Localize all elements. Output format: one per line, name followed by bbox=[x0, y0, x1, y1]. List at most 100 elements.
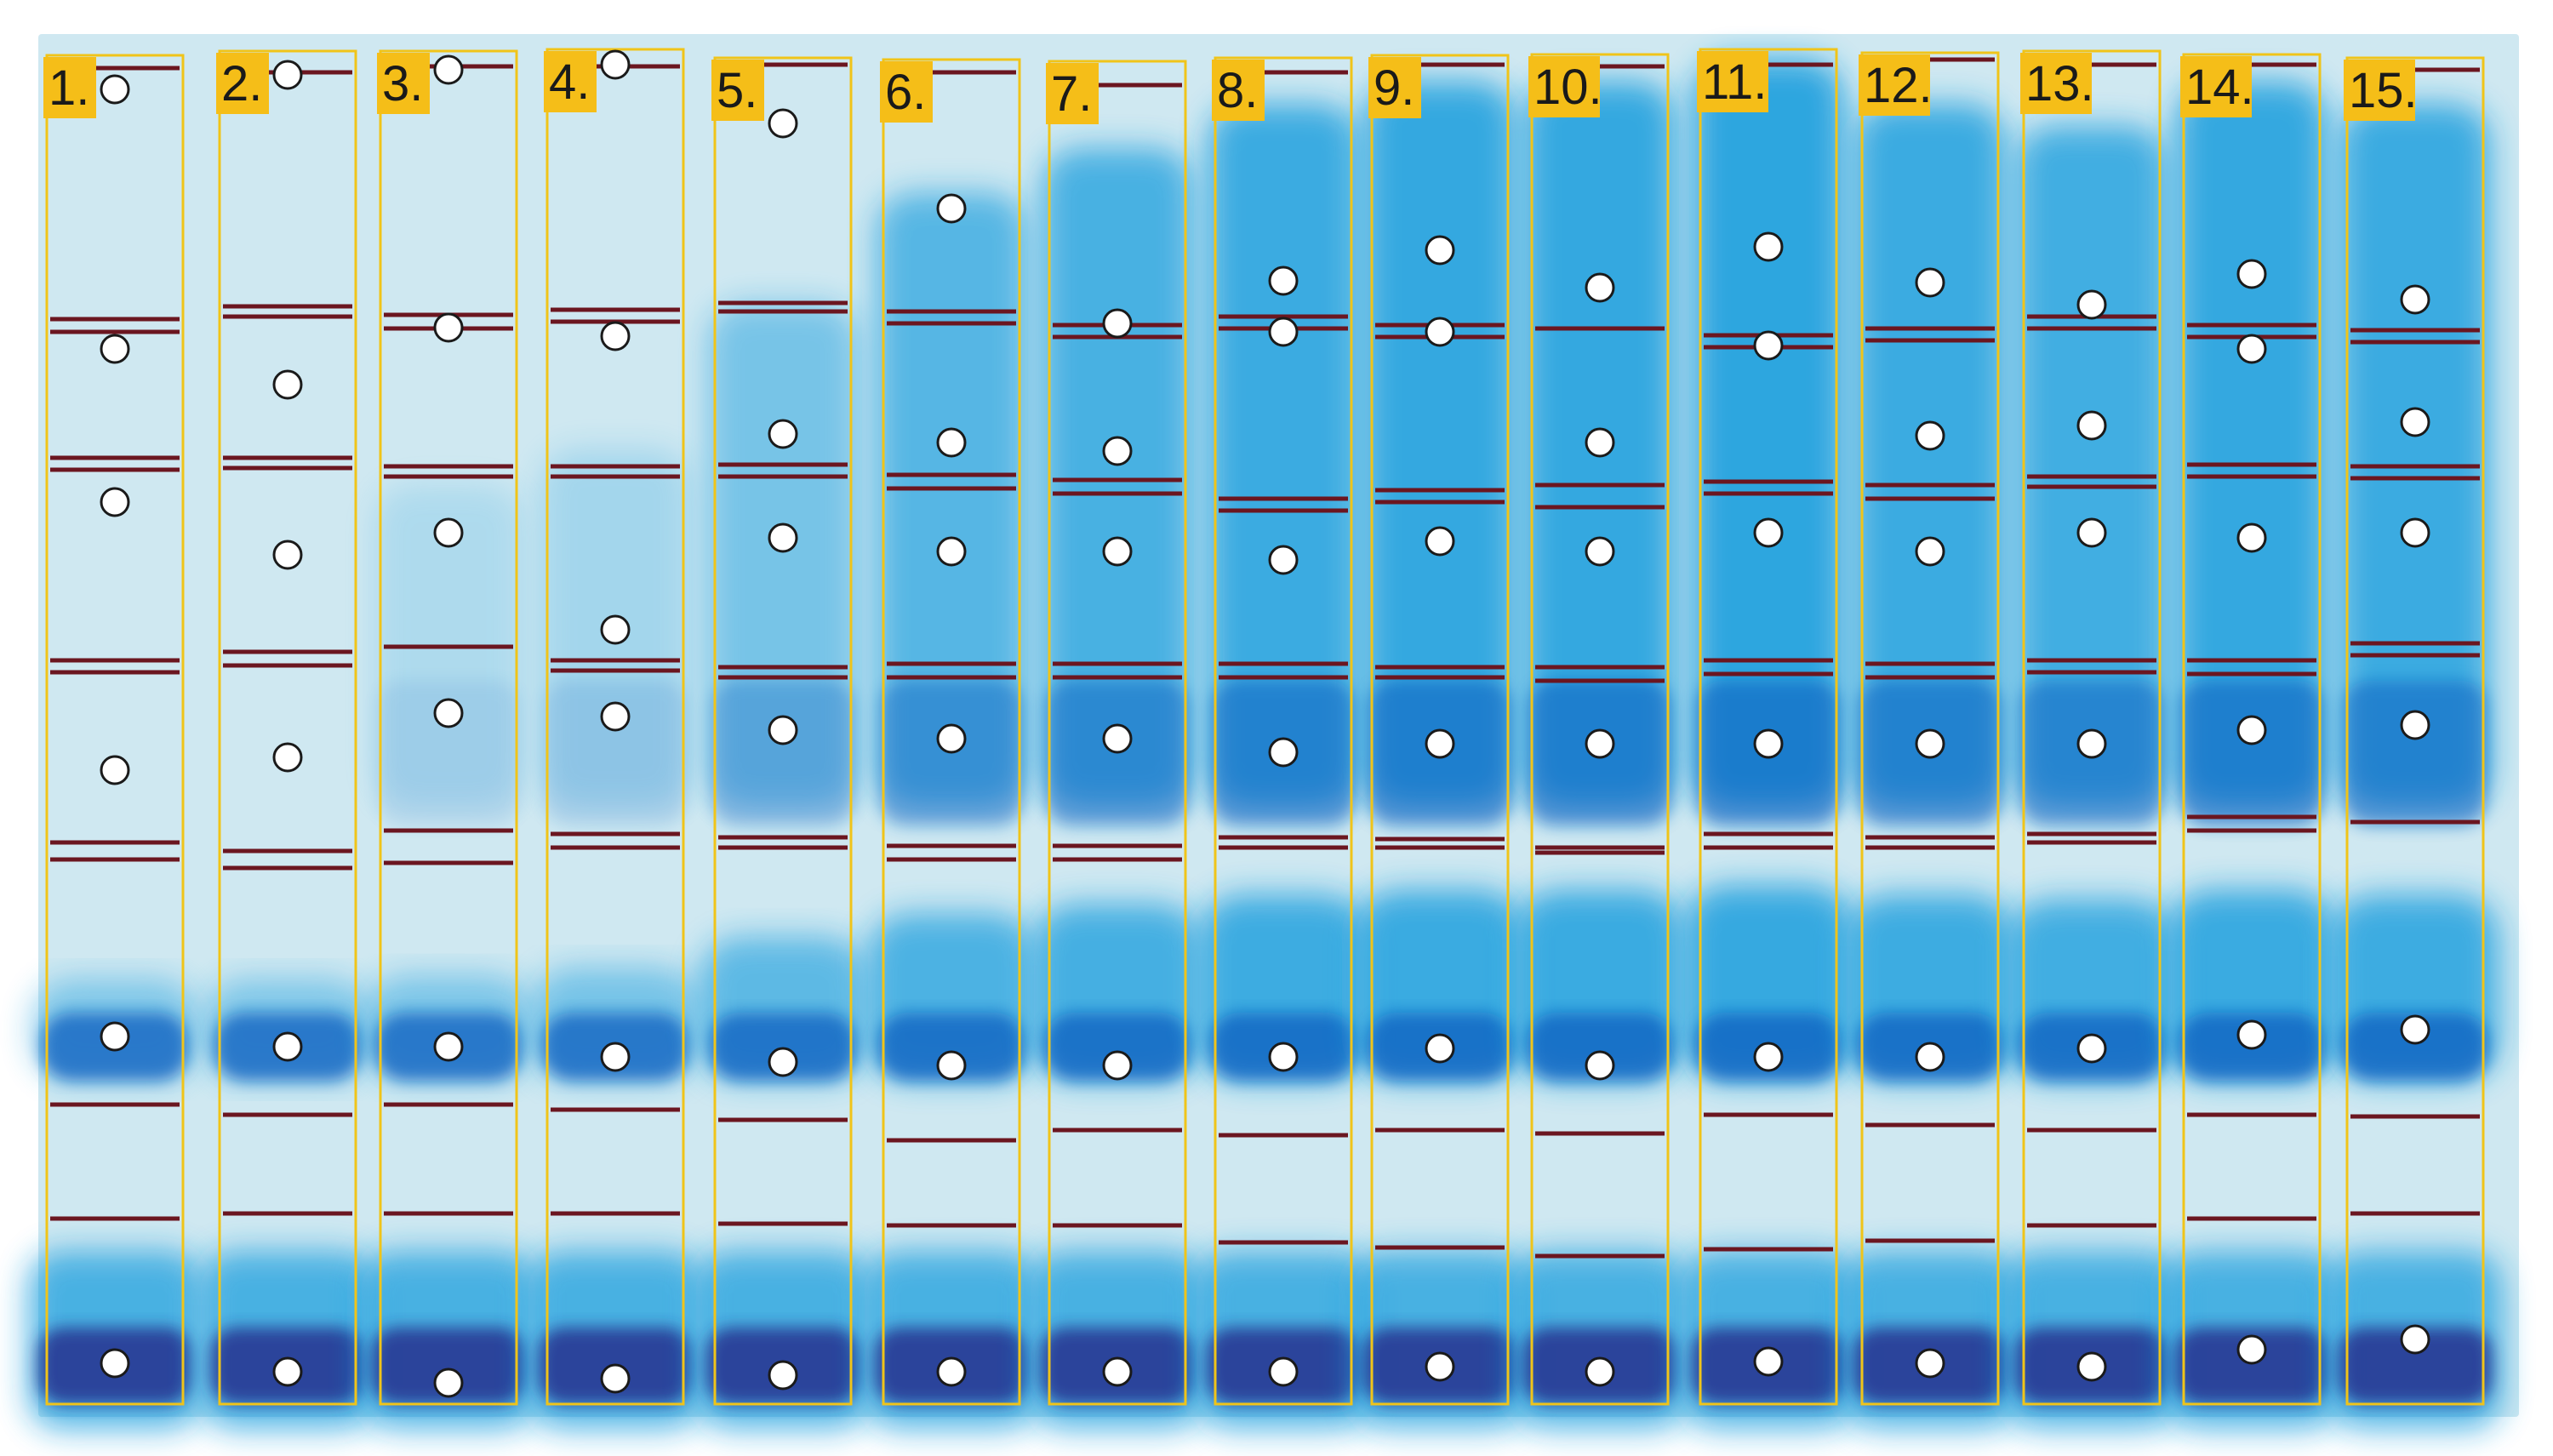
band-marker bbox=[600, 1363, 631, 1394]
lane-outline bbox=[1048, 60, 1187, 1406]
band-marker bbox=[272, 1356, 303, 1387]
gel-lane: 9. bbox=[1368, 54, 1510, 1406]
band-marker bbox=[1585, 728, 1615, 759]
lane-outline bbox=[2345, 56, 2485, 1406]
lane-label: 11. bbox=[1702, 54, 1767, 110]
band-marker bbox=[1585, 272, 1615, 303]
band-marker bbox=[1425, 1351, 1455, 1382]
band-marker bbox=[1102, 436, 1133, 466]
band-marker bbox=[2236, 259, 2267, 289]
band-marker bbox=[1915, 1348, 1945, 1379]
lane-label-box bbox=[377, 53, 430, 114]
band-marker bbox=[1268, 545, 1299, 575]
band-marker bbox=[2400, 407, 2430, 437]
band-marker bbox=[768, 522, 798, 553]
band-marker bbox=[100, 74, 130, 105]
lane-label: 5. bbox=[717, 63, 757, 118]
band-marker bbox=[1753, 1042, 1784, 1072]
lane-label-box bbox=[216, 53, 269, 114]
band-marker bbox=[2076, 728, 2107, 759]
band-marker bbox=[2076, 410, 2107, 441]
lane-outline bbox=[882, 58, 1021, 1406]
lane-label-box bbox=[1859, 54, 1930, 116]
band-marker bbox=[1915, 420, 1945, 451]
gel-lane: 4. bbox=[544, 48, 685, 1406]
band-marker bbox=[1268, 266, 1299, 296]
band-marker bbox=[433, 1367, 464, 1398]
band-marker bbox=[600, 614, 631, 645]
lane-label: 6. bbox=[885, 65, 926, 120]
lane-label: 4. bbox=[549, 54, 590, 110]
band-marker bbox=[936, 1356, 967, 1387]
band-marker bbox=[2400, 284, 2430, 315]
lane-outline bbox=[45, 54, 185, 1406]
band-marker bbox=[1753, 517, 1784, 548]
band-marker bbox=[768, 108, 798, 139]
band-marker bbox=[600, 701, 631, 732]
band-marker bbox=[1915, 1042, 1945, 1072]
lane-label-box bbox=[43, 57, 96, 118]
band-marker bbox=[1915, 267, 1945, 298]
band-marker bbox=[1425, 1033, 1455, 1064]
lane-label: 3. bbox=[382, 56, 423, 111]
band-marker bbox=[433, 698, 464, 728]
band-marker bbox=[768, 715, 798, 745]
band-marker bbox=[1268, 1042, 1299, 1072]
gel-lane: 12. bbox=[1859, 51, 2000, 1406]
gel-lane: 1. bbox=[43, 54, 185, 1406]
band-marker bbox=[600, 49, 631, 80]
lane-outline bbox=[218, 49, 357, 1406]
stain-layer bbox=[28, 60, 2502, 1430]
gel-lane: 10. bbox=[1528, 53, 1670, 1406]
band-marker bbox=[1753, 231, 1784, 262]
gel-lane: 11. bbox=[1697, 48, 1838, 1406]
band-marker bbox=[2400, 1324, 2430, 1355]
lane-label: 13. bbox=[2025, 56, 2094, 111]
lane-label: 1. bbox=[49, 60, 89, 116]
band-marker bbox=[1102, 536, 1133, 567]
lane-label: 8. bbox=[1217, 63, 1258, 118]
lane-outline bbox=[1699, 48, 1838, 1406]
band-marker bbox=[2236, 522, 2267, 553]
band-marker bbox=[100, 487, 130, 517]
lane-outline bbox=[713, 56, 853, 1406]
band-marker bbox=[1268, 1356, 1299, 1387]
lane-outline bbox=[545, 48, 685, 1406]
band-marker bbox=[600, 1042, 631, 1072]
lane-outline bbox=[1214, 56, 1353, 1406]
band-marker bbox=[2400, 517, 2430, 548]
band-marker bbox=[1425, 235, 1455, 266]
lane-label-box bbox=[711, 60, 764, 121]
lane-outline bbox=[1530, 53, 1670, 1406]
band-marker bbox=[1753, 1346, 1784, 1377]
band-marker bbox=[1585, 427, 1615, 458]
band-marker bbox=[1425, 728, 1455, 759]
lane-label: 10. bbox=[1534, 60, 1602, 115]
lane-label: 14. bbox=[2185, 60, 2254, 115]
gel-lane: 14. bbox=[2180, 53, 2322, 1406]
band-marker bbox=[272, 742, 303, 773]
band-marker bbox=[1102, 1050, 1133, 1081]
band-marker bbox=[2076, 289, 2107, 320]
gel-lane: 2. bbox=[216, 49, 357, 1406]
band-marker bbox=[1753, 330, 1784, 361]
band-marker bbox=[2400, 710, 2430, 740]
band-marker bbox=[2076, 1351, 2107, 1382]
band-marker bbox=[2236, 1019, 2267, 1050]
band-marker bbox=[1585, 1356, 1615, 1387]
gel-lane: 6. bbox=[880, 58, 1021, 1406]
band-marker bbox=[1753, 728, 1784, 759]
lane-label-box bbox=[1528, 56, 1600, 117]
lane-label-box bbox=[1697, 51, 1768, 112]
band-marker bbox=[272, 1031, 303, 1062]
band-marker bbox=[1915, 728, 1945, 759]
lane-label: 9. bbox=[1374, 60, 1414, 116]
band-marker bbox=[1425, 526, 1455, 557]
gel-lane: 15. bbox=[2344, 56, 2485, 1406]
lane-label-box bbox=[1212, 60, 1265, 121]
band-marker bbox=[100, 334, 130, 364]
band-marker bbox=[100, 755, 130, 785]
lane-label-box bbox=[544, 51, 597, 112]
band-marker bbox=[2236, 715, 2267, 745]
